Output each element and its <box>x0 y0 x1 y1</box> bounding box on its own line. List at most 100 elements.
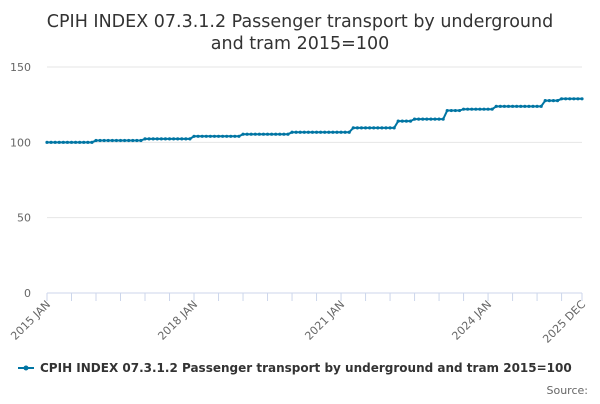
data-point <box>474 107 478 111</box>
chart-title: CPIH INDEX 07.3.1.2 Passenger transport … <box>47 12 553 54</box>
data-point <box>347 130 351 134</box>
data-point <box>139 138 143 143</box>
data-point <box>94 138 98 143</box>
data-point <box>319 130 323 134</box>
data-point <box>323 130 327 134</box>
data-point <box>539 104 543 108</box>
chart-title-line: and tram 2015=100 <box>211 34 389 54</box>
data-point <box>331 130 335 134</box>
data-point <box>221 134 225 138</box>
data-point <box>564 97 568 101</box>
data-point <box>286 132 290 136</box>
data-point <box>400 119 404 123</box>
data-point <box>90 140 94 144</box>
y-tick-label: 0 <box>24 287 31 300</box>
data-point <box>147 137 151 141</box>
data-point <box>510 104 515 108</box>
data-point <box>98 138 102 143</box>
data-point <box>461 107 466 111</box>
y-tick-label: 150 <box>10 61 31 74</box>
data-point <box>241 132 245 136</box>
data-point <box>376 126 380 130</box>
data-point <box>433 117 437 121</box>
legend-marker <box>23 365 29 371</box>
data-point <box>449 108 453 113</box>
data-point <box>519 104 523 108</box>
source: Source: <box>547 384 589 397</box>
data-point <box>176 137 180 141</box>
series-group <box>45 97 584 144</box>
data-point <box>78 140 82 144</box>
data-point <box>502 104 507 108</box>
data-point <box>392 126 396 130</box>
x-tick-label: 2024 JAN <box>449 298 494 343</box>
data-point <box>290 130 294 134</box>
data-point <box>494 104 498 108</box>
data-point <box>396 119 400 123</box>
data-point <box>421 117 425 121</box>
data-point <box>61 140 65 144</box>
data-point <box>363 126 368 130</box>
data-point <box>543 98 547 103</box>
data-point <box>437 117 441 121</box>
data-point <box>73 140 78 144</box>
x-tick-label: 2021 JAN <box>302 298 347 343</box>
data-point <box>408 119 413 123</box>
data-point <box>265 132 270 136</box>
data-point <box>196 134 200 138</box>
data-point <box>270 132 274 136</box>
data-point <box>404 119 408 123</box>
y-axis: 0 50 100 150 <box>10 61 31 300</box>
data-point <box>306 130 310 134</box>
data-point <box>184 137 188 141</box>
data-point <box>417 117 421 121</box>
data-point <box>314 130 319 134</box>
data-point <box>204 134 208 138</box>
data-point <box>167 137 172 141</box>
data-point <box>114 138 119 143</box>
data-point <box>282 132 286 136</box>
chart-title-line: CPIH INDEX 07.3.1.2 Passenger transport … <box>47 12 553 32</box>
data-point <box>498 104 502 108</box>
data-point <box>274 132 278 136</box>
y-tick-label: 50 <box>17 212 31 225</box>
data-point <box>523 104 527 108</box>
data-point <box>69 140 74 144</box>
data-point <box>453 108 457 113</box>
data-point <box>486 107 490 111</box>
data-point <box>580 97 584 101</box>
data-point <box>82 140 86 144</box>
x-tick-label: 2025 DEC <box>540 298 588 346</box>
x-tick-label: 2015 JAN <box>8 298 53 343</box>
data-point <box>551 98 556 103</box>
data-point <box>102 138 106 143</box>
data-point <box>457 108 462 113</box>
data-point <box>339 130 343 134</box>
data-point <box>253 132 257 136</box>
data-point <box>388 126 392 130</box>
data-point <box>159 137 163 141</box>
data-point <box>249 132 253 136</box>
data-point <box>261 132 266 136</box>
data-point <box>49 140 53 144</box>
data-point <box>212 134 217 138</box>
data-point <box>53 140 57 144</box>
data-point <box>568 97 572 101</box>
data-point <box>355 126 359 130</box>
data-point <box>106 138 110 143</box>
data-point <box>412 117 417 121</box>
data-point <box>425 117 429 121</box>
x-tick-label: 2018 JAN <box>155 298 200 343</box>
data-point <box>245 132 249 136</box>
data-point <box>237 134 241 138</box>
data-point <box>135 138 139 143</box>
data-point <box>380 126 384 130</box>
data-point <box>547 98 551 103</box>
source-label: Source: <box>547 384 589 397</box>
legend-label[interactable]: CPIH INDEX 07.3.1.2 Passenger transport … <box>40 361 572 375</box>
data-point <box>188 137 192 141</box>
data-point <box>57 140 61 144</box>
data-point <box>294 130 298 134</box>
data-point <box>351 126 355 130</box>
